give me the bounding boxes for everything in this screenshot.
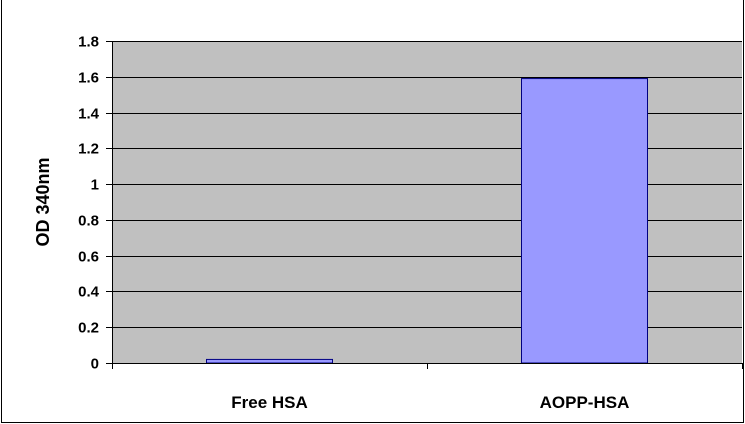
y-tick-label: 1.2 bbox=[78, 141, 99, 158]
x-category-label: AOPP-HSA bbox=[540, 393, 630, 412]
y-axis-title: OD 340nm bbox=[33, 157, 53, 246]
y-tick-label: 1 bbox=[91, 177, 99, 194]
x-category-label: Free HSA bbox=[231, 393, 308, 412]
bar-free-hsa bbox=[206, 358, 333, 364]
y-tick-label: 1.4 bbox=[78, 106, 100, 123]
y-tick-label: 0.8 bbox=[78, 213, 99, 230]
bar-aopp-hsa bbox=[521, 78, 648, 364]
y-tick-label: 1.8 bbox=[78, 34, 99, 51]
y-tick-label: 1.6 bbox=[78, 70, 99, 87]
y-tick-label: 0.6 bbox=[78, 249, 99, 266]
y-tick-label: 0 bbox=[91, 356, 99, 373]
y-tick-label: 0.2 bbox=[78, 320, 99, 337]
y-tick-label: 0.4 bbox=[78, 284, 100, 301]
